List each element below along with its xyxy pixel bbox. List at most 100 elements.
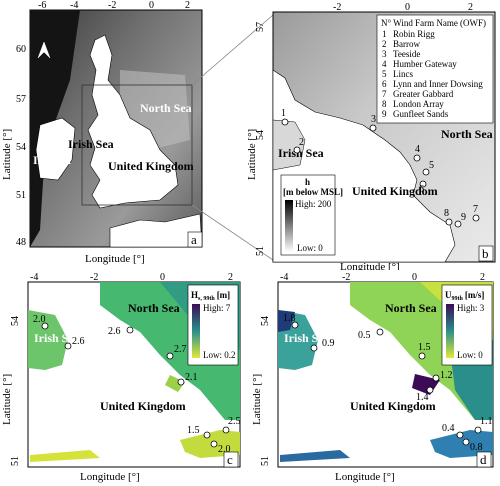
site-marker[interactable] (310, 344, 318, 352)
site-value: 2.6 (108, 326, 121, 337)
legend-item-number: 4 (382, 59, 387, 69)
legend-item-name: Teeside (393, 49, 420, 59)
legend-item-name: Greater Gabbard (393, 89, 454, 99)
site-value: 0.9 (322, 338, 335, 349)
legend-item-number: 6 (382, 79, 387, 89)
site-value: 2.0 (218, 444, 231, 455)
site-marker[interactable] (456, 431, 464, 439)
site-values-c: 2.0 2.6 2.6 2.7 2.1 1.5 2.5 2.0 (33, 314, 241, 455)
wind-farm-marker[interactable] (454, 220, 462, 228)
zoom-connectors (191, 14, 274, 261)
site-value: 2.6 (72, 336, 85, 347)
wind-farm-number: 6 (419, 184, 424, 195)
wind-farm-marker[interactable] (281, 118, 289, 126)
thames-field (180, 430, 240, 458)
svg-text:2: 2 (185, 0, 190, 11)
label-irish-sea: Irish Sea (68, 137, 114, 151)
colorbar-low-d: Low: 0 (457, 350, 483, 360)
legend-item-name: Lynn and Inner Dowsing (393, 79, 483, 89)
colorbar-ramp-b (285, 200, 293, 252)
panel-label-b: b (482, 246, 489, 261)
site-marker[interactable] (291, 321, 299, 329)
wind-farm-number: 3 (371, 114, 376, 125)
svg-text:0: 0 (160, 272, 165, 283)
colorbar-high-c: High: 7 (203, 303, 231, 313)
france-landmass (109, 213, 203, 248)
panel-d: U99th [m/s] High: 3 Low: 0 North Sea Iris… (251, 272, 494, 483)
site-marker[interactable] (166, 352, 174, 360)
label-north-sea: North Sea (385, 301, 437, 315)
legend-header: N° Wind Farm Name (OWF) (381, 18, 486, 28)
panel-label-c: c (227, 452, 233, 467)
wind-farm-marker[interactable] (293, 146, 301, 154)
panel-b: N° Wind Farm Name (OWF) 1 Robin Rigg 2 Barr… (246, 2, 496, 270)
site-values-d: 1.8 0.9 0.5 1.5 1.2 1.4 0.4 1.1 0.8 (283, 313, 493, 453)
wind-farm-marker[interactable] (422, 168, 430, 176)
site-marker[interactable] (426, 386, 434, 394)
site-marker[interactable] (41, 322, 49, 330)
xlabel-d: Longitude [°] (335, 471, 395, 483)
svg-text:-2: -2 (90, 272, 98, 283)
site-value: 1.2 (440, 370, 453, 381)
wind-farm-sites: 1 2 3 45 6 7 8 9 (281, 108, 480, 228)
site-value: 2.0 (33, 314, 46, 325)
site-marker[interactable] (64, 342, 72, 350)
colorbar-title-c: Hs, 99th [m] (191, 290, 230, 302)
site-value: 1.8 (283, 313, 296, 324)
wind-farm-marker[interactable] (472, 214, 480, 222)
label-ireland: Ireland (33, 153, 71, 167)
irish-sea-field (28, 310, 68, 370)
site-value: 1.5 (418, 342, 431, 353)
wind-farm-marker[interactable] (419, 180, 427, 188)
site-marker[interactable] (462, 438, 470, 446)
colorbar-high-d: High: 3 (457, 303, 485, 313)
wind-farm-marker[interactable] (369, 124, 377, 132)
site-value: 2.1 (185, 372, 198, 383)
colorbar-low-c: Low: 0.2 (203, 350, 236, 360)
site-marker[interactable] (376, 328, 384, 336)
site-marker[interactable] (203, 431, 211, 439)
xlabel-b: Longitude [°] (340, 261, 400, 270)
label-france: France (150, 232, 187, 246)
colorbar-title-b: h (305, 177, 310, 187)
legend-item-name: Gunfleet Sands (393, 109, 449, 119)
wind-farm-number: 5 (429, 160, 434, 171)
north-arrow-icon (37, 41, 51, 59)
wind-farm-number: 4 (415, 144, 420, 155)
colorbar-low-b: Low: 0 (297, 243, 323, 253)
wind-farm-number: 8 (444, 208, 449, 219)
site-marker[interactable] (432, 374, 440, 382)
ylabel-c: Latitude [°] (1, 374, 13, 425)
svg-text:51: 51 (260, 456, 271, 466)
site-marker[interactable] (474, 426, 482, 434)
site-value: 1.1 (480, 416, 493, 427)
irish-sea-area (272, 119, 306, 171)
svg-text:-4: -4 (30, 272, 38, 283)
site-value: 0.4 (442, 423, 455, 434)
site-marker[interactable] (418, 352, 426, 360)
wind-farm-number: 7 (473, 204, 478, 215)
legend-item-number: 8 (382, 99, 387, 109)
svg-text:51: 51 (16, 190, 26, 201)
label-uk: United Kingdom (350, 399, 436, 413)
svg-text:0: 0 (149, 0, 154, 11)
site-marker[interactable] (210, 440, 218, 448)
svg-text:54: 54 (10, 316, 21, 326)
site-marker[interactable] (222, 426, 230, 434)
panel-a: North Sea Irish Sea Ireland United Kingd… (1, 0, 203, 265)
colorbar-high-b: High: 200 (295, 199, 332, 209)
wind-farm-marker[interactable] (445, 218, 453, 226)
site-marker[interactable] (126, 326, 134, 334)
label-north-sea: North Sea (140, 101, 192, 115)
panel-label-d: d (480, 452, 487, 467)
svg-text:-4: -4 (280, 272, 288, 283)
legend-item-number: 7 (382, 89, 387, 99)
site-value: 1.4 (416, 392, 429, 403)
xlabel-a: Longitude [°] (85, 253, 145, 265)
svg-text:57: 57 (255, 22, 266, 32)
site-marker[interactable] (177, 378, 185, 386)
wind-farm-marker[interactable] (413, 154, 421, 162)
owf-legend (376, 14, 494, 124)
y-ticks-c: 54 51 (10, 316, 21, 466)
colorbar-ramp-c (192, 304, 200, 358)
